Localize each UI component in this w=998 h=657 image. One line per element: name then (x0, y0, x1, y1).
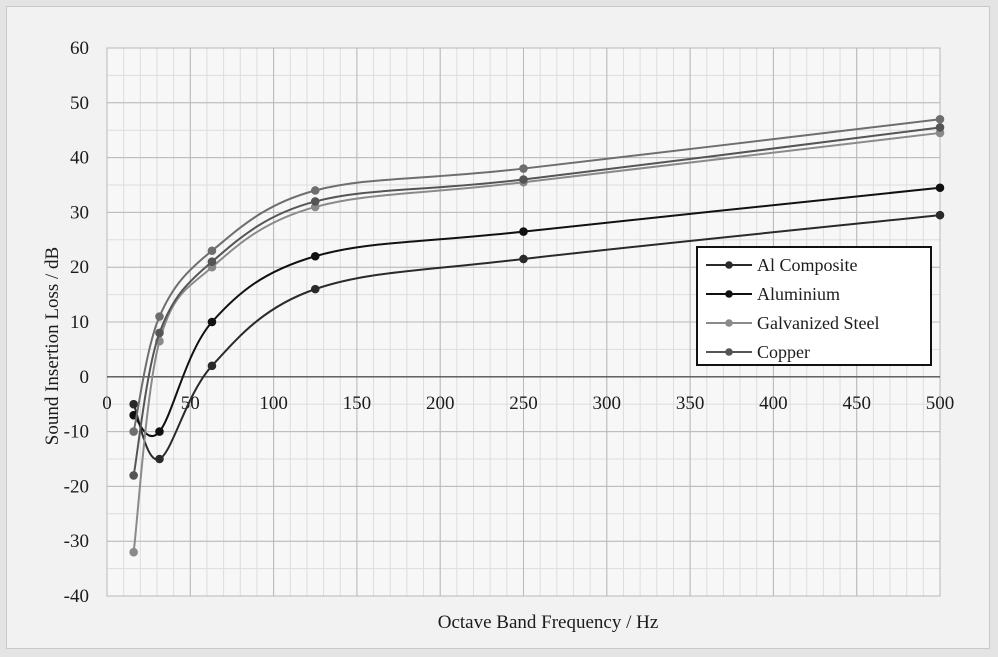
x-tick-label: 50 (181, 393, 200, 414)
legend-marker-aluminium (725, 290, 733, 298)
y-tick-label: -10 (64, 422, 89, 443)
x-tick-label: 400 (759, 393, 788, 414)
x-tick-label: 350 (676, 393, 705, 414)
data-point (207, 246, 217, 256)
data-point (155, 312, 164, 321)
data-point (207, 317, 217, 327)
data-point (519, 164, 528, 173)
data-point (310, 284, 320, 294)
legend-marker-galvanized-steel (725, 319, 733, 327)
legend-label-galvanized-steel: Galvanized Steel (757, 313, 879, 333)
data-point (207, 361, 217, 371)
legend-label-copper: Copper (757, 342, 810, 362)
data-point (310, 186, 320, 195)
data-point (935, 114, 945, 124)
data-point (129, 427, 138, 436)
y-tick-label: 40 (70, 148, 89, 169)
x-tick-label: 100 (259, 393, 288, 414)
data-point (129, 547, 138, 557)
x-tick-label: 200 (426, 393, 455, 414)
data-point (935, 210, 945, 220)
data-point (129, 399, 138, 409)
data-point (129, 471, 138, 480)
data-point (310, 197, 320, 206)
series-series-5 (129, 114, 945, 436)
x-tick-label: 300 (593, 393, 622, 414)
data-point (935, 123, 945, 132)
data-point (519, 175, 528, 184)
y-tick-labels: -40 -30 -20 -10 0 10 20 30 40 50 60 (64, 38, 89, 607)
y-tick-label: -30 (64, 531, 89, 552)
y-tick-label: 20 (70, 257, 89, 278)
series-copper (129, 123, 945, 480)
data-point (519, 254, 528, 264)
y-tick-label: 0 (80, 367, 90, 388)
y-tick-label: -20 (64, 476, 89, 497)
data-point (519, 227, 528, 236)
x-tick-labels: 0 50 100 150 200 250 300 350 400 450 500 (102, 393, 954, 414)
legend: Al Composite Aluminium Galvanized Steel Cop… (696, 246, 932, 366)
series-al-composite (129, 210, 945, 464)
x-tick-label: 450 (842, 393, 871, 414)
data-point (207, 257, 217, 267)
y-tick-label: 10 (70, 312, 89, 333)
x-tick-label: 500 (926, 393, 955, 414)
data-point (155, 328, 164, 338)
y-tick-label: -40 (64, 586, 89, 607)
data-point (310, 251, 320, 261)
data-point (155, 427, 164, 436)
legend-marker-al-composite (725, 261, 733, 269)
legend-label-aluminium: Aluminium (757, 284, 840, 304)
x-tick-label: 150 (343, 393, 372, 414)
data-point (155, 454, 164, 464)
legend-marker-copper (725, 348, 733, 356)
y-tick-label: 30 (70, 202, 89, 223)
y-tick-label: 50 (70, 93, 89, 114)
legend-box (696, 246, 932, 366)
data-point (935, 183, 945, 193)
series-line-galvanized-steel (132, 131, 941, 553)
grid (106, 47, 941, 597)
x-tick-label: 0 (102, 393, 112, 414)
legend-label-al-composite: Al Composite (757, 255, 858, 275)
y-axis-title: Sound Insertion Loss / dB (42, 247, 63, 445)
x-axis-title: Octave Band Frequency / Hz (438, 612, 659, 633)
x-tick-label: 250 (509, 393, 538, 414)
series-group (129, 114, 945, 557)
y-tick-label: 60 (70, 38, 89, 59)
